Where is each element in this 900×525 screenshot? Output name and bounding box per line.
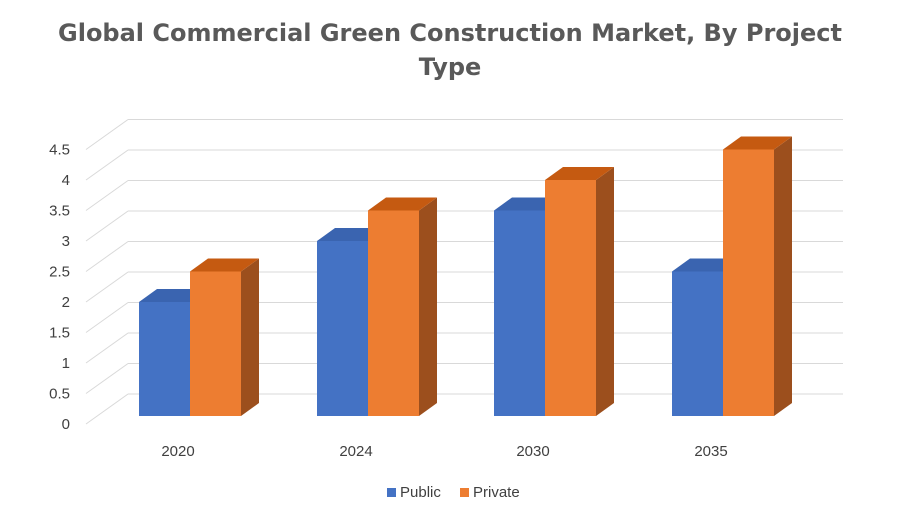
gridline-depth (85, 180, 129, 211)
x-tick-label: 2024 (339, 443, 372, 460)
bar-top (190, 258, 259, 272)
y-tick-label: 1.5 (49, 325, 70, 342)
gridline-depth (85, 302, 129, 333)
bar-side (241, 258, 259, 416)
x-tick-label: 2020 (161, 443, 194, 460)
y-tick-label: 1 (62, 355, 70, 372)
gridline-depth (85, 393, 129, 425)
x-tick-label: 2035 (694, 443, 727, 460)
legend-swatch (460, 488, 469, 497)
bar-top (368, 197, 437, 211)
y-tick-label: 3 (62, 233, 70, 250)
bar (545, 180, 596, 416)
x-tick-label: 2030 (516, 443, 549, 460)
legend-label: Public (400, 484, 441, 501)
gridline-depth (85, 271, 129, 303)
gridline-depth (85, 119, 129, 150)
bar-side (774, 136, 792, 416)
bar (494, 210, 545, 416)
bar-top (545, 167, 614, 180)
bar-top (723, 136, 792, 150)
y-tick-label: 2.5 (49, 264, 70, 281)
legend-swatch (387, 488, 396, 497)
gridline-depth (85, 210, 129, 242)
bar-side (419, 197, 437, 416)
bar (368, 210, 419, 416)
y-tick-label: 3.5 (49, 203, 70, 220)
y-tick-label: 4 (62, 172, 70, 189)
gridline-depth (85, 149, 129, 181)
bar-side (596, 167, 614, 416)
bar (672, 271, 723, 416)
legend-label: Private (473, 484, 520, 501)
bar (723, 149, 774, 416)
gridline-depth (85, 363, 129, 394)
y-tick-label: 4.5 (49, 142, 70, 159)
y-tick-label: 0 (62, 416, 70, 433)
y-tick-label: 0.5 (49, 386, 70, 403)
bar (190, 271, 241, 416)
gridline-depth (85, 241, 129, 272)
chart-title: Global Commercial Green Construction Mar… (58, 19, 842, 81)
gridline-depth (85, 332, 129, 364)
bar (317, 241, 368, 416)
bar (139, 302, 190, 416)
y-tick-label: 2 (62, 294, 70, 311)
